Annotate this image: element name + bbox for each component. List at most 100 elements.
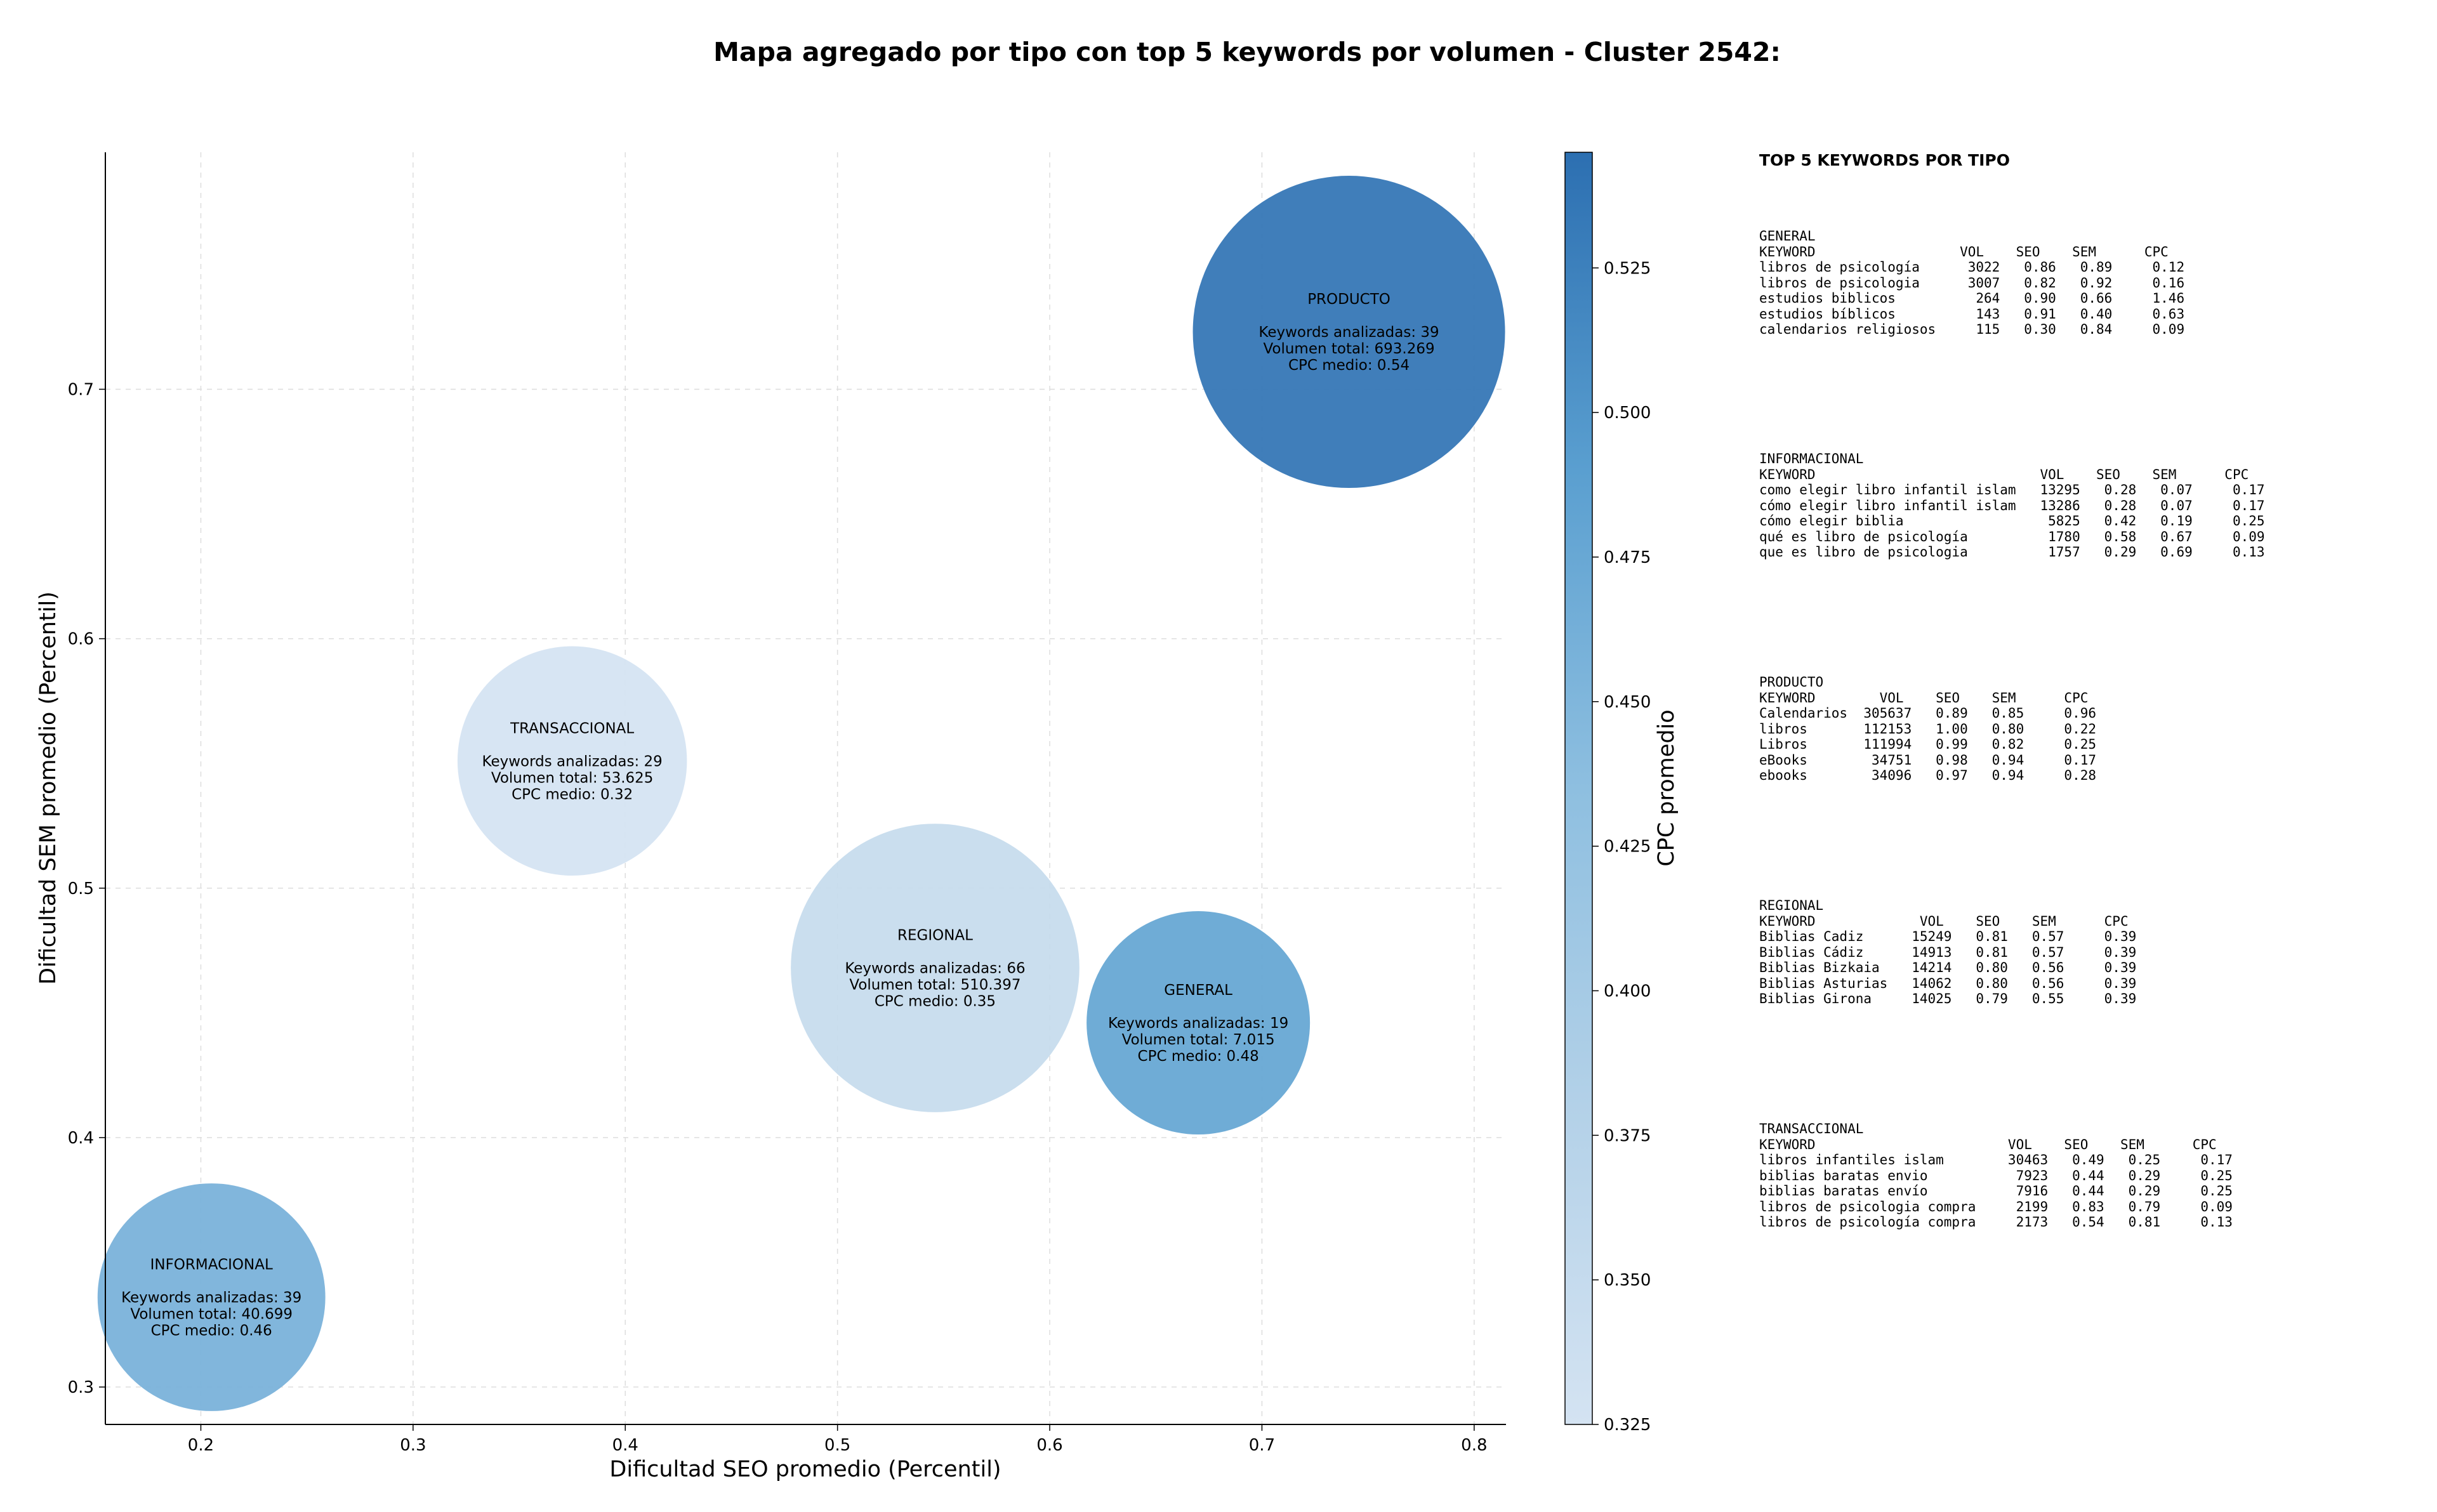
- keyword-row: qué es libro de psicología 1780 0.58 0.6…: [1759, 529, 2265, 544]
- colorbar-tick-label: 0.350: [1604, 1271, 1651, 1290]
- colorbar-tick-label: 0.475: [1604, 548, 1651, 567]
- keyword-row: Biblias Asturias 14062 0.80 0.56 0.39: [1759, 975, 2137, 991]
- top-keywords-panel: TOP 5 KEYWORDS POR TIPO GENERAL KEYWORD V…: [1759, 151, 2419, 1268]
- keyword-row: Biblias Girona 14025 0.79 0.55 0.39: [1759, 991, 2137, 1006]
- bubble-informacional: INFORMACIONAL Keywords analizadas: 39Volu…: [97, 1183, 326, 1411]
- keyword-row: como elegir libro infantil islam 13295 0…: [1759, 482, 2265, 497]
- bubble-keywords-label: Keywords analizadas: 29: [482, 753, 663, 770]
- keyword-row: que es libro de psicologia 1757 0.29 0.6…: [1759, 544, 2265, 560]
- y-tick-label: 0.3: [68, 1378, 94, 1397]
- keyword-group-transaccional: TRANSACCIONAL KEYWORD VOL SEO SEM CPC libr…: [1759, 1121, 2233, 1230]
- x-tick-label: 0.2: [188, 1436, 214, 1455]
- colorbar: [1564, 152, 1593, 1425]
- x-tick-label: 0.4: [612, 1436, 638, 1455]
- keyword-row: libros de psicología 3022 0.86 0.89 0.12: [1759, 260, 2185, 275]
- keyword-table-header: KEYWORD VOL SEO SEM CPC: [1759, 913, 2129, 929]
- bubble-keywords-label: Keywords analizadas: 66: [845, 961, 1025, 977]
- axes: [105, 152, 1506, 1425]
- bubble-circle: [1192, 176, 1505, 489]
- bubble-cpc-label: CPC medio: 0.48: [1138, 1048, 1259, 1065]
- bubble-cpc-label: CPC medio: 0.35: [875, 994, 996, 1010]
- x-tick-label: 0.6: [1036, 1436, 1062, 1455]
- keyword-row: libros de psicologia 3007 0.82 0.92 0.16: [1759, 275, 2185, 291]
- keyword-table-header: KEYWORD VOL SEO SEM CPC: [1759, 244, 2169, 260]
- bubble-circle: [1086, 911, 1311, 1135]
- keyword-group-name: REGIONAL: [1759, 898, 1824, 913]
- bubble-transaccional: TRANSACCIONAL Keywords analizadas: 29Volu…: [457, 646, 687, 876]
- y-tick-label: 0.5: [68, 879, 94, 898]
- keyword-row: estudios bíblicos 143 0.91 0.40 0.63: [1759, 306, 2185, 322]
- keyword-row: cómo elegir libro infantil islam 13286 0…: [1759, 497, 2265, 513]
- keyword-group-general: GENERAL KEYWORD VOL SEO SEM CPC libros de …: [1759, 228, 2184, 338]
- bubble-keywords-label: Keywords analizadas: 39: [1258, 324, 1439, 341]
- keyword-row: Biblias Bizkaia 14214 0.80 0.56 0.39: [1759, 960, 2137, 975]
- bubble-type-label: GENERAL: [1164, 982, 1232, 999]
- keyword-table-header: KEYWORD VOL SEO SEM CPC: [1759, 690, 2089, 706]
- x-tick-label: 0.3: [400, 1436, 426, 1455]
- keyword-row: Biblias Cádiz 14913 0.81 0.57 0.39: [1759, 944, 2137, 960]
- bubble-circle: [791, 824, 1080, 1112]
- colorbar-tick-label: 0.525: [1604, 259, 1651, 278]
- keyword-row: libros de psicologia compra 2199 0.83 0.…: [1759, 1199, 2233, 1214]
- keyword-group-name: INFORMACIONAL: [1759, 451, 1864, 466]
- bubble-type-label: PRODUCTO: [1307, 291, 1390, 308]
- colorbar-ticks: 0.325 0.350 0.375 0.400 0.425 0.450 0.475 0.500…: [1592, 259, 1651, 1435]
- keyword-row: Biblias Cadiz 15249 0.81 0.57 0.39: [1759, 929, 2137, 944]
- bubble-keywords-label: Keywords analizadas: 39: [121, 1290, 301, 1306]
- keyword-row: libros infantiles islam 30463 0.49 0.25 …: [1759, 1152, 2233, 1167]
- colorbar-label: CPC promedio: [1654, 709, 1679, 866]
- x-axis-label: Dificultad SEO promedio (Percentil): [609, 1457, 1001, 1482]
- bubble-type-label: TRANSACCIONAL: [510, 720, 634, 737]
- keyword-table-header: KEYWORD VOL SEO SEM CPC: [1759, 1136, 2217, 1152]
- x-tick-label: 0.8: [1461, 1436, 1487, 1455]
- y-axis-label: Dificultad SEM promedio (Percentil): [36, 591, 61, 985]
- keyword-row: biblias baratas envío 7916 0.44 0.29 0.2…: [1759, 1183, 2233, 1199]
- keyword-row: estudios biblicos 264 0.90 0.66 1.46: [1759, 291, 2185, 306]
- keyword-group-regional: REGIONAL KEYWORD VOL SEO SEM CPC Biblias C…: [1759, 898, 2136, 1007]
- keyword-row: libros 112153 1.00 0.80 0.22: [1759, 721, 2097, 737]
- keyword-row: libros de psicología compra 2173 0.54 0.…: [1759, 1214, 2233, 1230]
- bubble-circle: [457, 646, 687, 876]
- y-tick-label: 0.7: [68, 380, 94, 399]
- bubble-volume-label: Volumen total: 510.397: [849, 977, 1020, 994]
- colorbar-tick-label: 0.425: [1604, 838, 1651, 857]
- bubble-volume-label: Volumen total: 693.269: [1263, 341, 1434, 357]
- ticks: 0.2 0.3 0.4 0.5 0.6 0.7 0.8 0.3 0.4 0.5 0.6 0.7: [68, 380, 1488, 1455]
- keyword-row: eBooks 34751 0.98 0.94 0.17: [1759, 752, 2097, 768]
- bubble-cpc-label: CPC medio: 0.46: [151, 1323, 272, 1339]
- y-tick-label: 0.6: [68, 630, 94, 649]
- colorbar-gradient: [1564, 152, 1593, 1425]
- keyword-row: Calendarios 305637 0.89 0.85 0.96: [1759, 706, 2097, 721]
- keyword-group-producto: PRODUCTO KEYWORD VOL SEO SEM CPC Calendari…: [1759, 674, 2096, 784]
- keyword-table-header: KEYWORD VOL SEO SEM CPC: [1759, 466, 2249, 482]
- keyword-group-name: TRANSACCIONAL: [1759, 1121, 1864, 1136]
- keyword-group-name: GENERAL: [1759, 228, 1816, 244]
- keyword-row: cómo elegir biblia 5825 0.42 0.19 0.25: [1759, 513, 2265, 529]
- bubble-type-label: REGIONAL: [897, 928, 973, 944]
- keyword-row: Libros 111994 0.99 0.82 0.25: [1759, 737, 2097, 752]
- keyword-group-name: PRODUCTO: [1759, 674, 1824, 690]
- colorbar-tick-label: 0.450: [1604, 693, 1651, 712]
- bubble-volume-label: Volumen total: 40.699: [130, 1306, 293, 1323]
- bubble-volume-label: Volumen total: 7.015: [1122, 1032, 1275, 1048]
- x-tick-label: 0.5: [824, 1436, 850, 1455]
- bubble-volume-label: Volumen total: 53.625: [491, 770, 654, 786]
- x-tick-label: 0.7: [1249, 1436, 1275, 1455]
- bubble-cpc-label: CPC medio: 0.32: [512, 786, 633, 803]
- keyword-row: ebooks 34096 0.97 0.94 0.28: [1759, 768, 2097, 783]
- y-tick-label: 0.4: [68, 1129, 94, 1148]
- colorbar-tick-label: 0.400: [1604, 982, 1651, 1001]
- colorbar-tick-label: 0.375: [1604, 1126, 1651, 1145]
- top-keywords-title: TOP 5 KEYWORDS POR TIPO: [1759, 151, 2010, 169]
- keyword-row: calendarios religiosos 115 0.30 0.84 0.0…: [1759, 322, 2185, 337]
- colorbar-tick-label: 0.325: [1604, 1416, 1651, 1435]
- colorbar-tick-label: 0.500: [1604, 404, 1651, 423]
- keyword-group-informacional: INFORMACIONAL KEYWORD VOL SEO SEM CPC como…: [1759, 451, 2265, 560]
- bubble-type-label: INFORMACIONAL: [150, 1257, 273, 1273]
- keyword-row: biblias baratas envio 7923 0.44 0.29 0.2…: [1759, 1167, 2233, 1183]
